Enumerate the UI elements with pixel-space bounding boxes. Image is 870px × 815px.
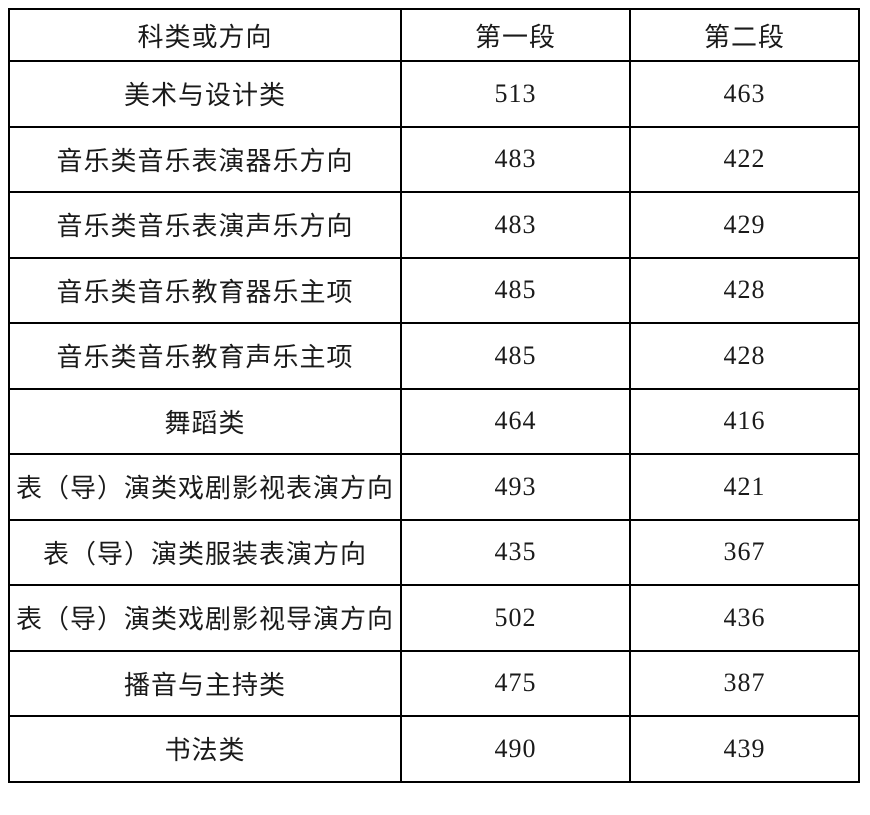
cell-category: 表（导）演类戏剧影视表演方向 <box>8 453 402 521</box>
cell-seg1: 464 <box>400 387 631 455</box>
cell-category: 音乐类音乐教育声乐主项 <box>8 322 402 390</box>
cell-seg2: 367 <box>629 518 860 586</box>
cell-category: 表（导）演类戏剧影视导演方向 <box>8 584 402 652</box>
score-table: 科类或方向 第一段 第二段 美术与设计类 513 463 音乐类音乐表演器乐方向… <box>8 8 860 783</box>
cell-category: 表（导）演类服装表演方向 <box>8 518 402 586</box>
table-header-row: 科类或方向 第一段 第二段 <box>8 8 860 62</box>
cell-seg2: 387 <box>629 649 860 717</box>
cell-seg1: 475 <box>400 649 631 717</box>
table-row: 音乐类音乐表演器乐方向 483 422 <box>8 125 860 193</box>
cell-category: 美术与设计类 <box>8 60 402 128</box>
cell-category: 书法类 <box>8 715 402 783</box>
cell-category: 音乐类音乐表演声乐方向 <box>8 191 402 259</box>
cell-seg2: 422 <box>629 125 860 193</box>
cell-seg2: 429 <box>629 191 860 259</box>
header-category: 科类或方向 <box>8 8 402 62</box>
cell-seg2: 428 <box>629 256 860 324</box>
cell-seg2: 428 <box>629 322 860 390</box>
cell-seg2: 463 <box>629 60 860 128</box>
cell-seg2: 416 <box>629 387 860 455</box>
table-row: 播音与主持类 475 387 <box>8 649 860 717</box>
cell-seg1: 485 <box>400 322 631 390</box>
score-table-container: 科类或方向 第一段 第二段 美术与设计类 513 463 音乐类音乐表演器乐方向… <box>8 8 860 783</box>
cell-category: 播音与主持类 <box>8 649 402 717</box>
header-seg2: 第二段 <box>629 8 860 62</box>
cell-seg1: 513 <box>400 60 631 128</box>
table-row: 音乐类音乐教育器乐主项 485 428 <box>8 256 860 324</box>
cell-seg1: 483 <box>400 191 631 259</box>
cell-seg1: 490 <box>400 715 631 783</box>
table-row: 美术与设计类 513 463 <box>8 60 860 128</box>
cell-category: 音乐类音乐表演器乐方向 <box>8 125 402 193</box>
cell-category: 舞蹈类 <box>8 387 402 455</box>
cell-seg1: 435 <box>400 518 631 586</box>
table-row: 音乐类音乐教育声乐主项 485 428 <box>8 322 860 390</box>
cell-seg1: 502 <box>400 584 631 652</box>
cell-seg1: 483 <box>400 125 631 193</box>
cell-seg1: 493 <box>400 453 631 521</box>
cell-seg2: 421 <box>629 453 860 521</box>
table-row: 音乐类音乐表演声乐方向 483 429 <box>8 191 860 259</box>
table-row: 表（导）演类服装表演方向 435 367 <box>8 518 860 586</box>
table-row: 书法类 490 439 <box>8 715 860 783</box>
table-row: 表（导）演类戏剧影视表演方向 493 421 <box>8 453 860 521</box>
table-row: 舞蹈类 464 416 <box>8 387 860 455</box>
table-row: 表（导）演类戏剧影视导演方向 502 436 <box>8 584 860 652</box>
cell-category: 音乐类音乐教育器乐主项 <box>8 256 402 324</box>
cell-seg1: 485 <box>400 256 631 324</box>
cell-seg2: 436 <box>629 584 860 652</box>
header-seg1: 第一段 <box>400 8 631 62</box>
cell-seg2: 439 <box>629 715 860 783</box>
